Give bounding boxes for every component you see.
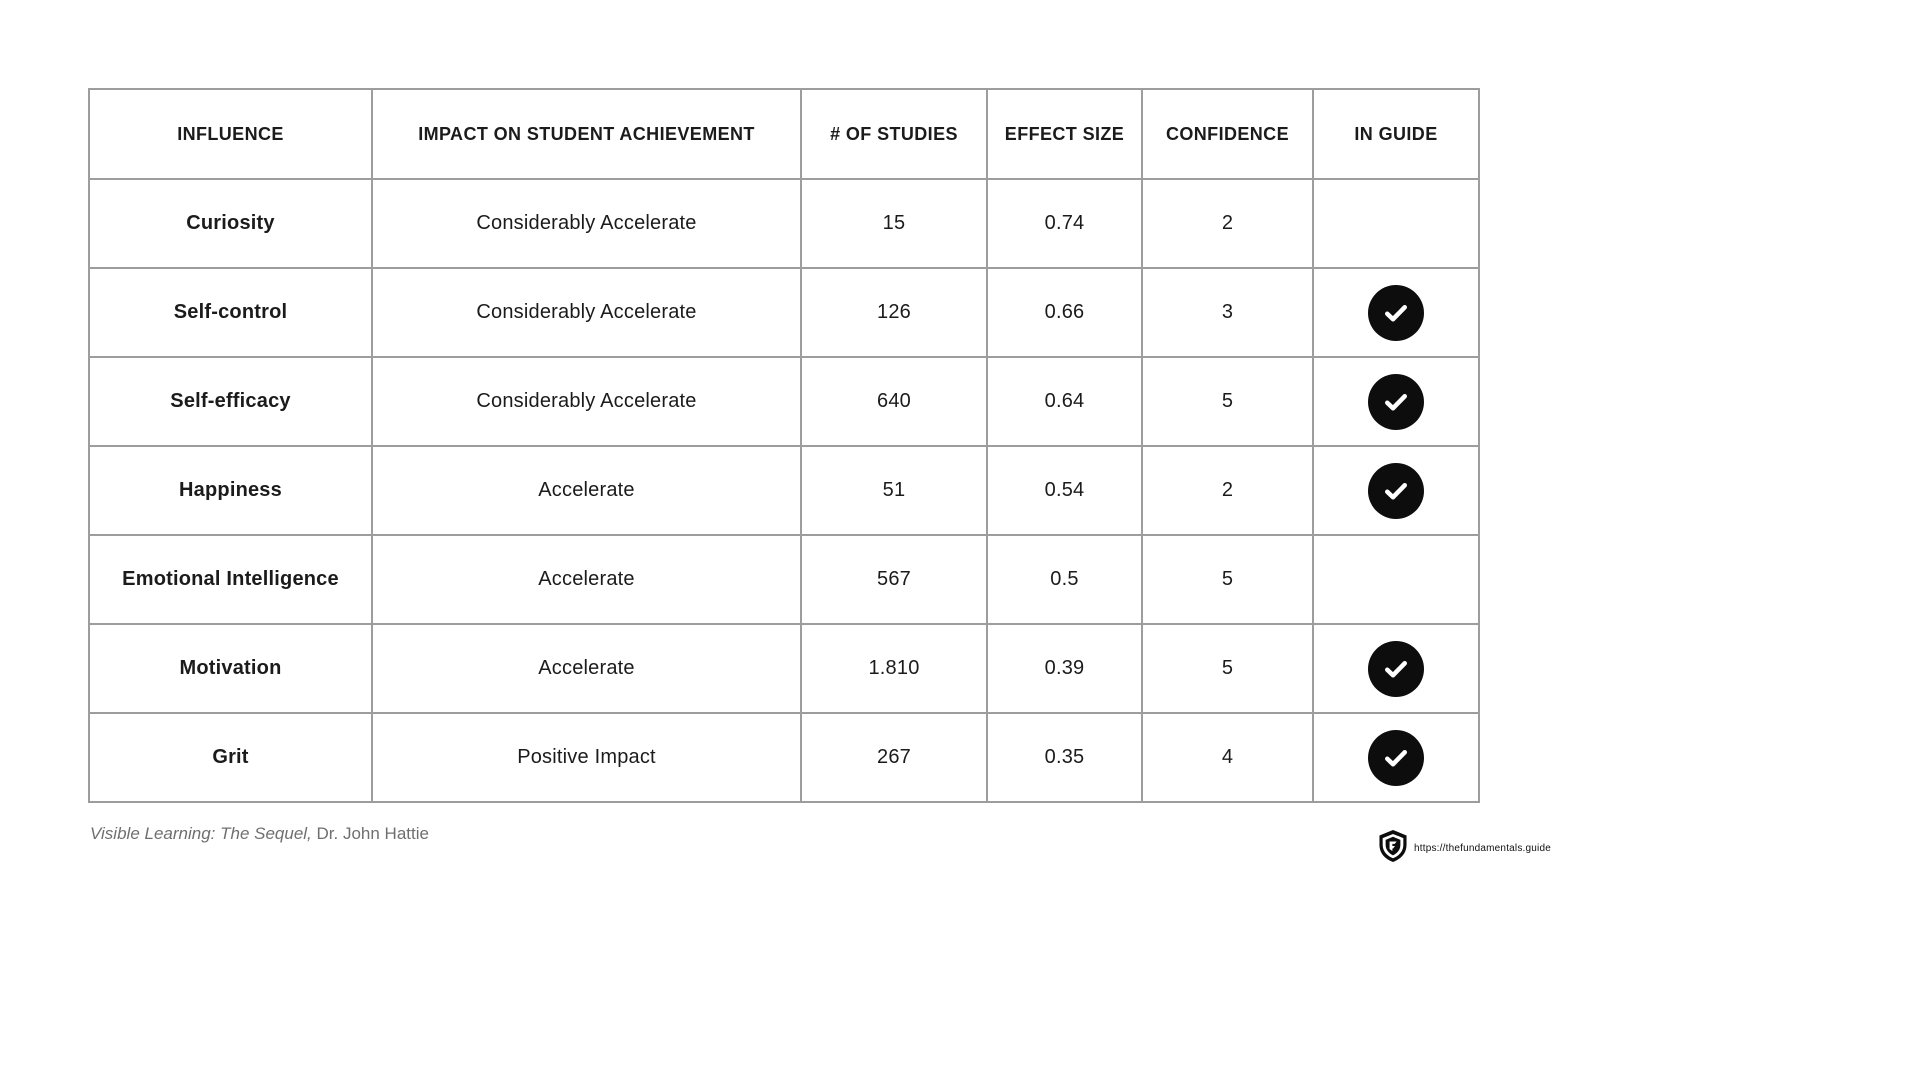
studies-cell: 126 [802,269,986,356]
check-icon [1368,373,1424,430]
influence-cell: Grit [90,714,371,801]
impact-cell: Accelerate [373,447,800,534]
effect-size-cell: 0.35 [988,714,1141,801]
in-guide-cell [1314,269,1478,356]
confidence-cell: 3 [1143,269,1312,356]
confidence-cell: 5 [1143,536,1312,623]
impact-cell: Considerably Accelerate [373,180,800,267]
check-icon [1368,284,1424,341]
studies-cell: 267 [802,714,986,801]
effect-size-cell: 0.54 [988,447,1141,534]
source-author: Dr. John Hattie [311,824,429,843]
table-row-self-efficacy: Self-efficacy Considerably Accelerate 640 0… [90,358,1478,445]
impact-cell: Considerably Accelerate [373,269,800,356]
column-header-of-studies: # OF STUDIES [802,90,986,178]
column-header-effect-size: EFFECT SIZE [988,90,1141,178]
influences-table: INFLUENCE IMPACT ON STUDENT ACHIEVEMENT # … [88,88,1480,803]
fundamentals-logo-icon [1378,830,1408,867]
check-icon [1368,729,1424,786]
in-guide-cell [1314,714,1478,801]
column-header-confidence: CONFIDENCE [1143,90,1312,178]
table-row-emotional-intelligence: Emotional Intelligence Accelerate 567 0.5 5 [90,536,1478,623]
in-guide-cell [1314,536,1478,623]
column-header-impact-on-student-achievement: IMPACT ON STUDENT ACHIEVEMENT [373,90,800,178]
effect-size-cell: 0.74 [988,180,1141,267]
influence-cell: Happiness [90,447,371,534]
in-guide-cell [1314,358,1478,445]
table-row-grit: Grit Positive Impact 267 0.35 4 [90,714,1478,801]
in-guide-cell [1314,447,1478,534]
table-row-self-control: Self-control Considerably Accelerate 126 0.… [90,269,1478,356]
effect-size-cell: 0.5 [988,536,1141,623]
source-citation: Visible Learning: The Sequel, Dr. John H… [90,824,429,844]
studies-cell: 15 [802,180,986,267]
table-row-happiness: Happiness Accelerate 51 0.54 2 [90,447,1478,534]
impact-cell: Considerably Accelerate [373,358,800,445]
influence-cell: Motivation [90,625,371,712]
brand-footer: https://thefundamentals.guide [1378,830,1551,867]
impact-cell: Accelerate [373,625,800,712]
column-header-in-guide: IN GUIDE [1314,90,1478,178]
confidence-cell: 4 [1143,714,1312,801]
influence-cell: Emotional Intelligence [90,536,371,623]
check-icon [1368,462,1424,519]
confidence-cell: 5 [1143,358,1312,445]
column-header-influence: INFLUENCE [90,90,371,178]
studies-cell: 51 [802,447,986,534]
table-row-motivation: Motivation Accelerate 1.810 0.39 5 [90,625,1478,712]
confidence-cell: 2 [1143,180,1312,267]
influence-cell: Curiosity [90,180,371,267]
confidence-cell: 5 [1143,625,1312,712]
table-header-row: INFLUENCE IMPACT ON STUDENT ACHIEVEMENT # … [90,90,1478,178]
brand-url: https://thefundamentals.guide [1414,843,1552,854]
in-guide-cell [1314,625,1478,712]
influence-cell: Self-control [90,269,371,356]
studies-cell: 1.810 [802,625,986,712]
effect-size-cell: 0.64 [988,358,1141,445]
studies-cell: 640 [802,358,986,445]
impact-cell: Accelerate [373,536,800,623]
impact-cell: Positive Impact [373,714,800,801]
table-row-curiosity: Curiosity Considerably Accelerate 15 0.74 2 [90,180,1478,267]
effect-size-cell: 0.66 [988,269,1141,356]
confidence-cell: 2 [1143,447,1312,534]
effect-size-cell: 0.39 [988,625,1141,712]
source-title: Visible Learning: The Sequel, [90,824,312,843]
check-icon [1368,640,1424,697]
influence-cell: Self-efficacy [90,358,371,445]
in-guide-cell [1314,180,1478,267]
studies-cell: 567 [802,536,986,623]
